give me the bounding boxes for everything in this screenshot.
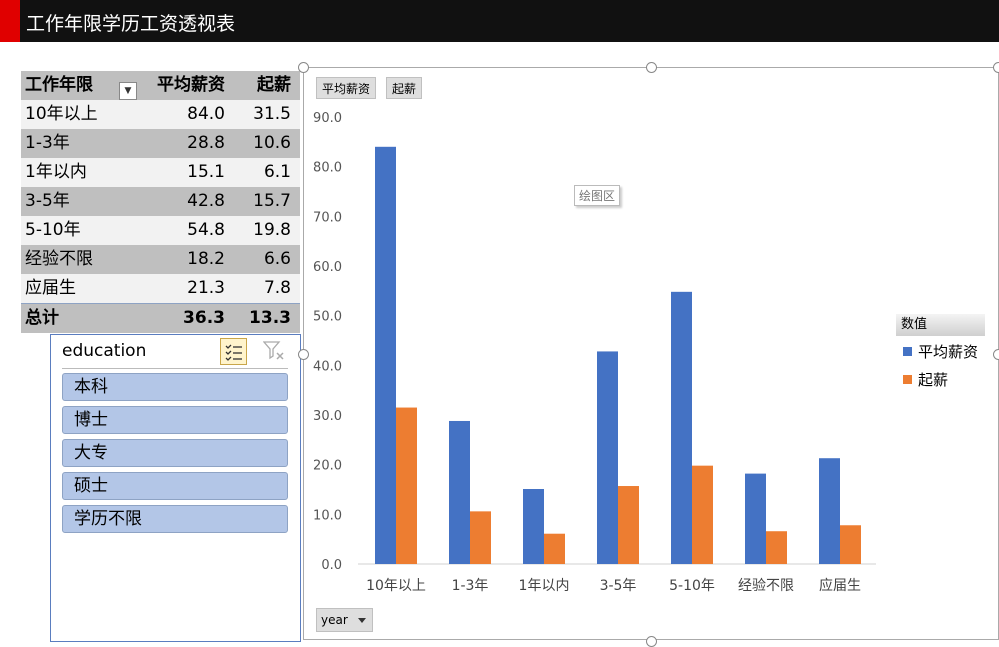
pivot-table: 工作年限 ▼ 平均薪资 起薪 10年以上 84.0 31.5 1-3年 28.8 10.6… [21,71,300,333]
title-bar: 工作年限学历工资透视表 [0,0,999,42]
row-start: 19.8 [253,216,291,245]
legend-item-avg: 平均薪资 [903,341,978,362]
pivot-row: 5-10年 54.8 19.8 [21,216,300,245]
title-accent [0,0,20,42]
slicer-item[interactable]: 硕士 [62,472,288,500]
education-slicer: education 本科博士大专硕士学历不限 [50,334,301,642]
filter-dropdown-icon[interactable]: ▼ [119,82,137,100]
resize-handle-left[interactable] [298,349,309,360]
total-label: 总计 [25,304,59,333]
header-gap [0,42,999,68]
resize-handle-top-left[interactable] [298,62,309,73]
row-label: 10年以上 [25,100,98,129]
row-label: 1-3年 [25,129,70,158]
row-avg: 18.2 [187,245,225,274]
pivot-header-row: 工作年限 ▼ 平均薪资 起薪 [21,71,300,100]
dropdown-arrow-icon [358,618,366,623]
pivot-row: 1-3年 28.8 10.6 [21,129,300,158]
resize-handle-top[interactable] [646,62,657,73]
legend-label-start: 起薪 [918,371,948,389]
slicer-item[interactable]: 学历不限 [62,505,288,533]
row-avg: 21.3 [187,274,225,303]
row-avg: 54.8 [187,216,225,245]
row-start: 7.8 [264,274,291,303]
resize-handle-bottom[interactable] [646,636,657,647]
row-label: 应届生 [25,274,76,303]
pivot-chart[interactable] [303,67,999,640]
legend-swatch-avg [903,347,912,356]
legend-swatch-start [903,375,912,384]
row-start: 6.6 [264,245,291,274]
clear-filter-icon[interactable] [263,340,285,366]
slicer-item[interactable]: 博士 [62,406,288,434]
axis-field-button-year[interactable]: year [316,608,373,632]
pivot-row: 1年以内 15.1 6.1 [21,158,300,187]
row-label: 1年以内 [25,158,87,187]
row-label: 5-10年 [25,216,81,245]
slicer-item[interactable]: 本科 [62,373,288,401]
row-avg: 84.0 [187,100,225,129]
slicer-item[interactable]: 大专 [62,439,288,467]
total-start: 13.3 [249,304,291,333]
total-avg: 36.3 [183,304,225,333]
row-avg: 15.1 [187,158,225,187]
row-label: 经验不限 [25,245,93,274]
pivot-total-row: 总计 36.3 13.3 [21,303,300,333]
row-label: 3-5年 [25,187,70,216]
legend-title: 数值 [896,314,985,336]
pivot-header-row-label: 工作年限 [25,71,93,100]
row-start: 10.6 [253,129,291,158]
row-avg: 28.8 [187,129,225,158]
row-avg: 42.8 [187,187,225,216]
pivot-row: 应届生 21.3 7.8 [21,274,300,303]
axis-field-label: year [321,613,348,627]
sheet-title: 工作年限学历工资透视表 [26,9,235,36]
field-button-avg[interactable]: 平均薪资 [316,77,376,99]
pivot-header-start: 起薪 [257,71,291,100]
resize-handle-top-right[interactable] [993,62,999,73]
pivot-row: 3-5年 42.8 15.7 [21,187,300,216]
pivot-row: 10年以上 84.0 31.5 [21,100,300,129]
pivot-header-avg: 平均薪资 [157,71,225,100]
row-start: 6.1 [264,158,291,187]
field-button-start[interactable]: 起薪 [386,77,422,99]
legend-item-start: 起薪 [903,369,948,390]
resize-handle-right[interactable] [993,349,999,360]
plot-area-tooltip: 绘图区 [574,185,620,206]
row-start: 31.5 [253,100,291,129]
legend-label-avg: 平均薪资 [918,343,978,361]
row-start: 15.7 [253,187,291,216]
pivot-row: 经验不限 18.2 6.6 [21,245,300,274]
multi-select-icon[interactable] [220,338,247,365]
slicer-divider [62,368,288,369]
slicer-title: education [62,341,146,361]
